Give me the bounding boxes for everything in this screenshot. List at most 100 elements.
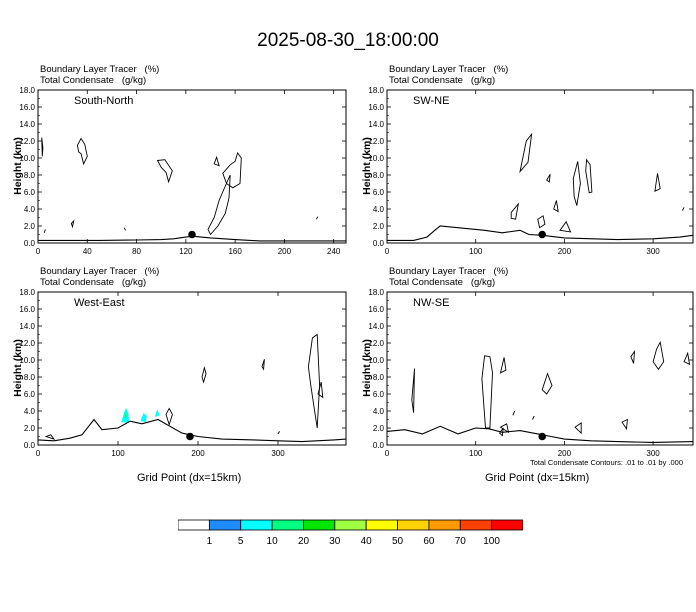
plot-frame [37, 89, 347, 244]
y-tick-label: 14.0 [19, 322, 35, 331]
y-tick-label: 6.0 [373, 188, 385, 197]
condensate-contour-7 [553, 200, 559, 213]
x-tick-label: 40 [83, 247, 92, 256]
condensate-contour-2 [307, 333, 321, 429]
x-tick-label: 240 [327, 247, 341, 256]
condensate-contour-2 [541, 372, 553, 395]
y-tick-label: 2.0 [24, 222, 36, 231]
y-tick-label: 6.0 [24, 188, 36, 197]
x-tick-label: 100 [469, 247, 483, 256]
condensate-contour-5 [44, 434, 56, 440]
panel-header-south-north: Boundary Layer Tracer (%) Total Condensat… [40, 64, 159, 86]
y-tick-label: 0.0 [373, 239, 385, 248]
x-tick-label: 200 [558, 247, 572, 256]
panel-header-line2: Total Condensate (g/kg) [389, 75, 496, 86]
x-axis-title-west-east: Grid Point (dx=15km) [137, 472, 242, 484]
y-tick-label: 12.0 [19, 339, 35, 348]
colorbar [178, 519, 523, 531]
condensate-contour-9 [499, 423, 510, 434]
y-tick-label: 8.0 [373, 171, 385, 180]
panel-header-line2: Total Condensate (g/kg) [40, 75, 147, 86]
plot-frame [37, 291, 347, 446]
condensate-contour-2 [572, 161, 581, 206]
contour-footnote: Total Condensate Contours: .01 to .01 by… [530, 458, 684, 467]
colorbar-segment [365, 519, 398, 531]
x-tick-label: 160 [228, 247, 242, 256]
colorbar-label: 10 [266, 536, 278, 547]
location-marker [186, 432, 194, 441]
y-tick-label: 0.0 [24, 239, 36, 248]
tracer-fill-2 [140, 412, 147, 423]
condensate-contour-8 [316, 216, 319, 220]
condensate-contour-5 [683, 351, 691, 366]
location-marker [538, 230, 547, 239]
location-marker [188, 230, 196, 239]
y-tick-label: 4.0 [373, 205, 385, 214]
y-tick-label: 12.0 [368, 137, 384, 146]
colorbar-segment [334, 519, 367, 531]
panel-header-line2: Total Condensate (g/kg) [40, 277, 147, 288]
y-tick-label: 14.0 [368, 120, 384, 129]
condensate-contour-4 [630, 349, 636, 364]
colorbar-segment [208, 519, 242, 531]
condensate-contour-6 [537, 215, 546, 229]
colorbar-segment [491, 519, 523, 531]
colorbar-label: 70 [454, 536, 466, 547]
plot-west-east: 0.0 2.0 4.0 6.0 8.0 10.0 12.0 14.0 16.0 18.0 0 100 2… [19, 288, 347, 458]
y-tick-label: 2.0 [373, 222, 385, 231]
terrain-line [387, 225, 694, 241]
x-tick-label: 200 [558, 449, 572, 458]
panel-name: SW-NE [413, 95, 449, 107]
tracer-fill-1 [124, 411, 128, 419]
colorbar-label: 60 [423, 536, 435, 547]
colorbar-label: 1 [206, 536, 213, 547]
condensate-contour-0 [481, 355, 493, 429]
condensate-contour-1 [499, 357, 507, 374]
y-tick-label: 16.0 [368, 305, 384, 314]
condensate-contour-5 [510, 202, 520, 220]
plot-south-north: 0.0 2.0 4.0 6.0 8.0 10.0 12.0 14.0 16.0 18.0 0 40 80… [19, 86, 347, 256]
y-tick-label: 2.0 [24, 424, 36, 433]
condensate-contour-7 [123, 227, 126, 231]
y-tick-label: 10.0 [19, 154, 35, 163]
plot-frame [386, 291, 694, 446]
x-tick-label: 300 [646, 449, 660, 458]
condensate-contour-6 [70, 219, 75, 229]
terrain-line [386, 425, 694, 443]
panel-header-line1: Boundary Layer Tracer (%) [40, 266, 160, 277]
condensate-contour-9 [681, 207, 685, 211]
x-tick-label: 100 [469, 449, 483, 458]
location-marker [538, 432, 547, 441]
y-tick-label: 12.0 [368, 339, 384, 348]
tracer-fill-3 [154, 409, 160, 417]
x-tick-label: 0 [385, 247, 390, 256]
y-tick-label: 16.0 [19, 103, 35, 112]
x-tick-label: 120 [179, 247, 193, 256]
y-tick-label: 16.0 [368, 103, 384, 112]
colorbar-segment [271, 519, 304, 531]
y-tick-label: 0.0 [373, 441, 385, 450]
panel-header-line1: Boundary Layer Tracer (%) [40, 64, 160, 75]
plot-nw-se: 0.0 2.0 4.0 6.0 8.0 10.0 12.0 14.0 16.0 18.0 0 100 2… [368, 288, 694, 458]
condensate-contour-8 [411, 368, 415, 413]
condensate-contour-1 [585, 158, 593, 194]
condensate-contour-0 [201, 365, 207, 384]
y-tick-label: 6.0 [24, 390, 36, 399]
panel-header-line2: Total Condensate (g/kg) [389, 277, 496, 288]
y-tick-label: 12.0 [19, 137, 35, 146]
colorbar-label: 5 [237, 536, 244, 547]
y-tick-label: 18.0 [368, 288, 384, 297]
colorbar-segment [303, 519, 336, 531]
colorbar-segment [240, 519, 273, 531]
condensate-contour-4 [654, 173, 661, 192]
terrain-line [37, 418, 347, 443]
y-tick-label: 8.0 [24, 171, 36, 180]
condensate-contour-0 [41, 137, 44, 157]
y-tick-label: 2.0 [373, 424, 385, 433]
plot-frame [386, 89, 694, 244]
colorbar-label: 50 [391, 536, 404, 547]
condensate-contour-6 [621, 418, 628, 431]
plot-sw-ne: 0.0 2.0 4.0 6.0 8.0 10.0 12.0 14.0 16.0 18.0 0 100 2… [368, 86, 694, 256]
x-tick-label: 100 [111, 449, 125, 458]
x-tick-label: 80 [132, 247, 141, 256]
